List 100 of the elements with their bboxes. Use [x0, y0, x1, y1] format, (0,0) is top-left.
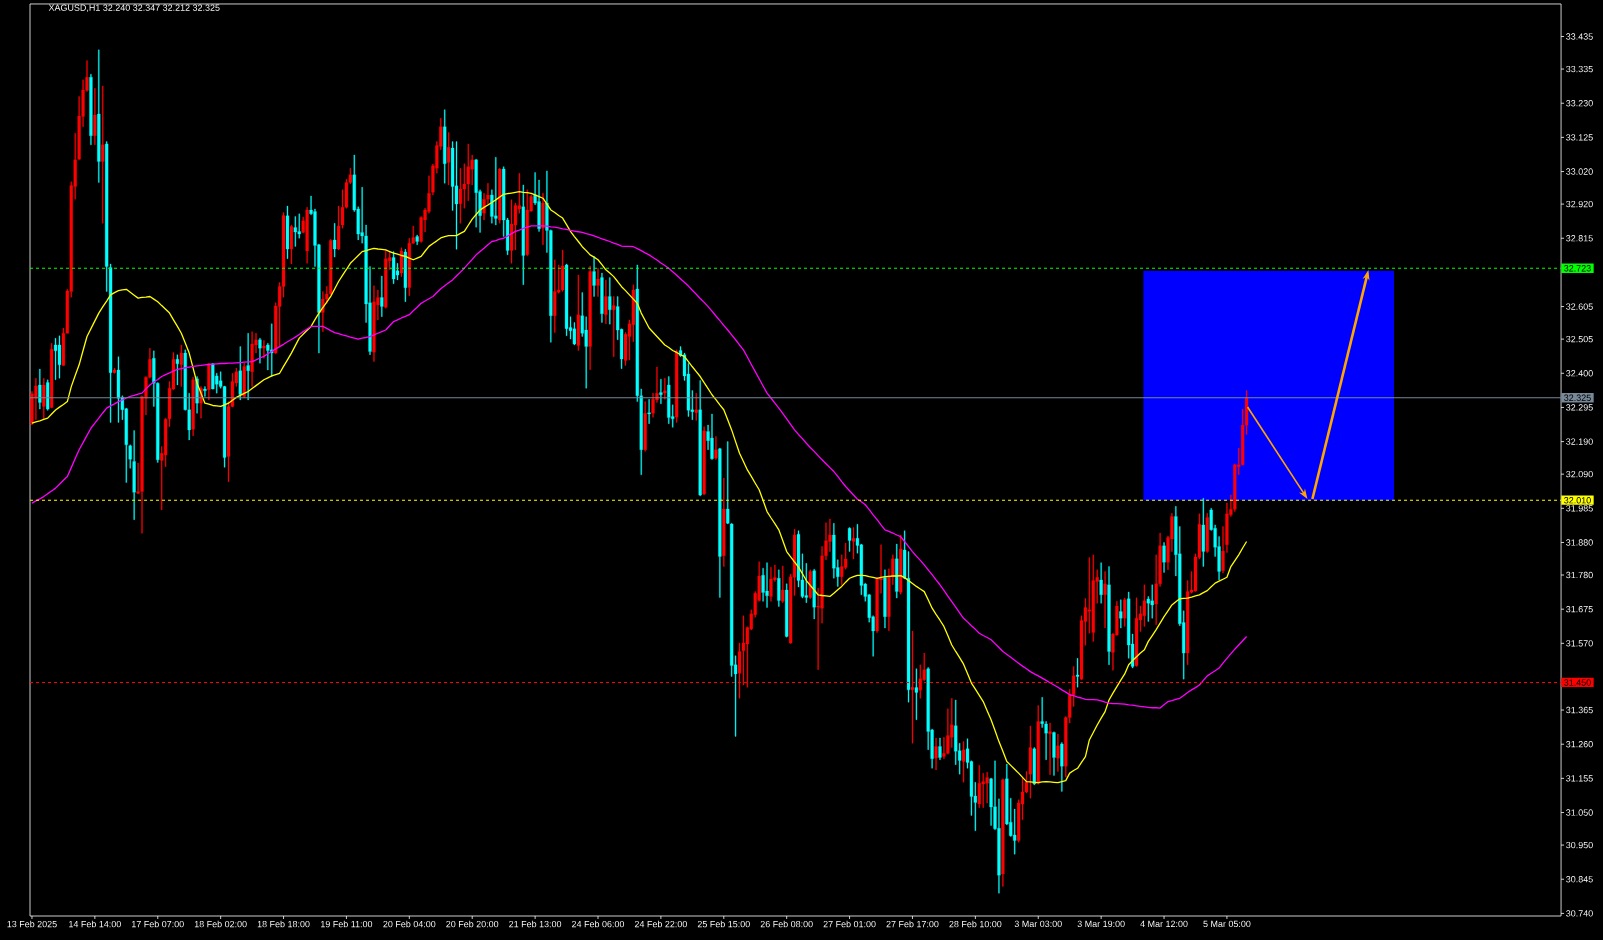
candlestick [592, 256, 596, 297]
y-tick-label: 32.400 [1566, 370, 1593, 377]
candlestick [985, 772, 989, 804]
y-tick-label: 30.845 [1566, 876, 1593, 883]
candlestick [211, 363, 215, 390]
candlestick [285, 205, 290, 259]
candlestick [714, 436, 718, 460]
candlestick [777, 569, 781, 607]
candlestick [1162, 542, 1166, 573]
candlestick [46, 379, 50, 411]
y-tick-label: 30.950 [1566, 841, 1593, 849]
candlestick [808, 569, 812, 599]
x-tick-label: 20 Feb 20:00 [446, 920, 499, 928]
candlestick [1103, 571, 1107, 629]
y-tick-label: 31.780 [1566, 571, 1593, 579]
candlestick [938, 737, 942, 760]
x-tick-label: 3 Mar 03:00 [1014, 920, 1062, 928]
candlestick [242, 363, 246, 399]
y-tick-label: 32.815 [1566, 235, 1593, 242]
candlestick [112, 367, 117, 374]
x-tick-label: 20 Feb 04:00 [383, 920, 436, 928]
candlestick [1028, 725, 1033, 799]
candlestick [262, 340, 266, 359]
candlestick [541, 193, 545, 245]
candlestick [132, 430, 136, 520]
candlestick [1060, 742, 1064, 792]
candlestick [289, 224, 294, 265]
candlestick [588, 265, 592, 370]
x-tick-label: 14 Feb 14:00 [69, 920, 121, 928]
candlestick [97, 49, 101, 183]
candlestick [494, 157, 498, 226]
candlestick [238, 346, 242, 401]
x-tick-label: 24 Feb 22:00 [634, 920, 687, 928]
x-tick-label: 13 Feb 2025 [7, 920, 57, 928]
y-tick-label: 31.880 [1566, 539, 1593, 546]
candlestick [116, 356, 121, 423]
candlestick [702, 426, 706, 496]
candlestick [1048, 722, 1052, 775]
candlestick [914, 668, 919, 720]
candlestick [785, 583, 789, 638]
candlestick [1056, 733, 1060, 772]
candlestick [179, 344, 183, 387]
x-tick-label: 27 Feb 01:00 [823, 920, 876, 928]
candlestick [415, 234, 419, 245]
candlestick [521, 184, 525, 285]
candlestick [847, 527, 852, 552]
candlestick [1036, 705, 1040, 785]
ref-line-label: 32.723 [1564, 265, 1591, 272]
candlestick [1150, 584, 1154, 619]
candlestick [1032, 747, 1036, 786]
x-tick-label: 26 Feb 08:00 [760, 920, 813, 928]
chart-title: XAGUSD,H1 32.240 32.347 32.212 32.325 [48, 4, 220, 12]
candlestick [667, 376, 671, 424]
x-tick-label: 5 Mar 05:00 [1203, 920, 1251, 928]
y-tick-label: 32.295 [1566, 404, 1593, 411]
x-tick-label: 21 Feb 13:00 [509, 920, 562, 928]
y-tick-label: 31.675 [1566, 605, 1593, 613]
candlestick [647, 399, 651, 424]
x-tick-label: 19 Feb 11:00 [321, 920, 373, 928]
candlestick [977, 765, 981, 808]
candlestick [553, 259, 557, 333]
candlestick [883, 569, 887, 629]
candlestick [710, 413, 714, 460]
candlestick [93, 88, 97, 146]
candlestick [895, 543, 899, 599]
candlestick [305, 207, 309, 264]
candlestick [604, 279, 608, 324]
ref-line-label: 32.325 [1564, 394, 1591, 401]
y-tick-label: 32.920 [1566, 200, 1593, 208]
x-tick-label: 4 Mar 12:00 [1140, 920, 1188, 928]
y-tick-label: 32.505 [1566, 335, 1593, 343]
candlestick [443, 109, 447, 184]
candlestick [698, 380, 702, 497]
y-tick-label: 31.365 [1566, 706, 1593, 714]
candlestick [270, 323, 274, 377]
candlestick [333, 223, 337, 258]
candlestick [203, 386, 207, 397]
y-tick-label: 32.090 [1566, 470, 1593, 478]
candlestick [1052, 731, 1056, 776]
candlestick [1099, 562, 1103, 604]
candlestick [781, 565, 785, 603]
y-tick-label: 33.020 [1566, 168, 1593, 175]
candlestick [89, 74, 93, 146]
candlestick [600, 272, 604, 323]
candlestick [643, 401, 647, 452]
x-tick-label: 17 Feb 07:00 [132, 920, 184, 928]
candlestick [812, 569, 816, 620]
candlestick [1075, 658, 1080, 688]
x-tick-label: 28 Feb 10:00 [949, 920, 1002, 928]
candlestick [961, 741, 966, 783]
candlestick [769, 567, 773, 602]
candlestick [608, 277, 612, 325]
candlestick [454, 141, 459, 250]
candlestick [403, 249, 408, 302]
y-tick-label: 31.570 [1566, 640, 1593, 647]
candlestick [447, 132, 451, 186]
candlestick [1123, 597, 1127, 627]
candlestick [399, 247, 404, 277]
candlestick [380, 275, 384, 317]
y-tick-label: 31.260 [1566, 741, 1593, 748]
